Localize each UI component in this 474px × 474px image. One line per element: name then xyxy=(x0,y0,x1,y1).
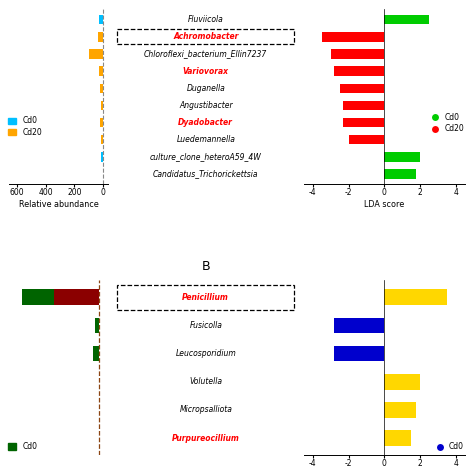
Text: Fluviicola: Fluviicola xyxy=(188,15,224,24)
Bar xyxy=(384,430,411,446)
Text: Achromobacter: Achromobacter xyxy=(173,32,238,41)
Bar xyxy=(334,318,384,333)
X-axis label: Relative abundance: Relative abundance xyxy=(18,200,99,209)
Bar xyxy=(348,135,384,145)
Bar xyxy=(334,346,384,361)
Text: Penicillium: Penicillium xyxy=(182,293,229,302)
Legend: Cd0, Cd20: Cd0, Cd20 xyxy=(9,117,42,137)
X-axis label: LDA score: LDA score xyxy=(364,200,404,209)
Bar xyxy=(343,100,384,110)
Text: Purpureocillium: Purpureocillium xyxy=(172,434,240,443)
Text: Angustibacter: Angustibacter xyxy=(179,101,233,110)
Text: Micropsalliota: Micropsalliota xyxy=(179,405,232,414)
Bar xyxy=(101,100,103,110)
Bar xyxy=(100,118,103,127)
Bar xyxy=(343,118,384,127)
Bar xyxy=(101,152,103,162)
Text: Candidatus_Trichorickettsia: Candidatus_Trichorickettsia xyxy=(153,169,258,178)
Bar xyxy=(331,49,384,59)
Text: Chloroflexi_bacterium_Ellin7237: Chloroflexi_bacterium_Ellin7237 xyxy=(144,49,267,58)
Legend: Cd0, Cd20: Cd0, Cd20 xyxy=(428,113,464,133)
Text: culture_clone_heteroA59_4W: culture_clone_heteroA59_4W xyxy=(150,152,262,161)
Bar xyxy=(22,290,55,305)
Text: Fusicolla: Fusicolla xyxy=(189,321,222,330)
Text: Dyadobacter: Dyadobacter xyxy=(178,118,233,127)
Text: Leucosporidium: Leucosporidium xyxy=(175,349,236,358)
Bar xyxy=(384,374,420,390)
Text: Duganella: Duganella xyxy=(186,84,225,93)
Bar xyxy=(384,15,429,25)
Bar xyxy=(384,290,447,305)
Legend: Cd0: Cd0 xyxy=(432,442,464,451)
Bar xyxy=(334,66,384,76)
Bar xyxy=(101,135,103,145)
Bar xyxy=(384,169,416,179)
Bar xyxy=(339,83,384,93)
Bar xyxy=(89,49,103,59)
Text: B: B xyxy=(201,260,210,273)
Text: Volutella: Volutella xyxy=(189,377,222,386)
Bar xyxy=(384,402,416,418)
Bar xyxy=(99,15,103,25)
Legend: Cd0: Cd0 xyxy=(9,442,37,451)
Bar xyxy=(99,66,103,76)
Bar xyxy=(322,32,384,42)
Bar xyxy=(95,318,100,333)
Bar xyxy=(384,152,420,162)
Bar xyxy=(55,290,100,305)
Text: Luedemannella: Luedemannella xyxy=(176,135,235,144)
Bar xyxy=(93,346,100,361)
Bar xyxy=(100,83,103,93)
Text: Variovorax: Variovorax xyxy=(183,67,229,76)
Bar xyxy=(98,32,103,42)
